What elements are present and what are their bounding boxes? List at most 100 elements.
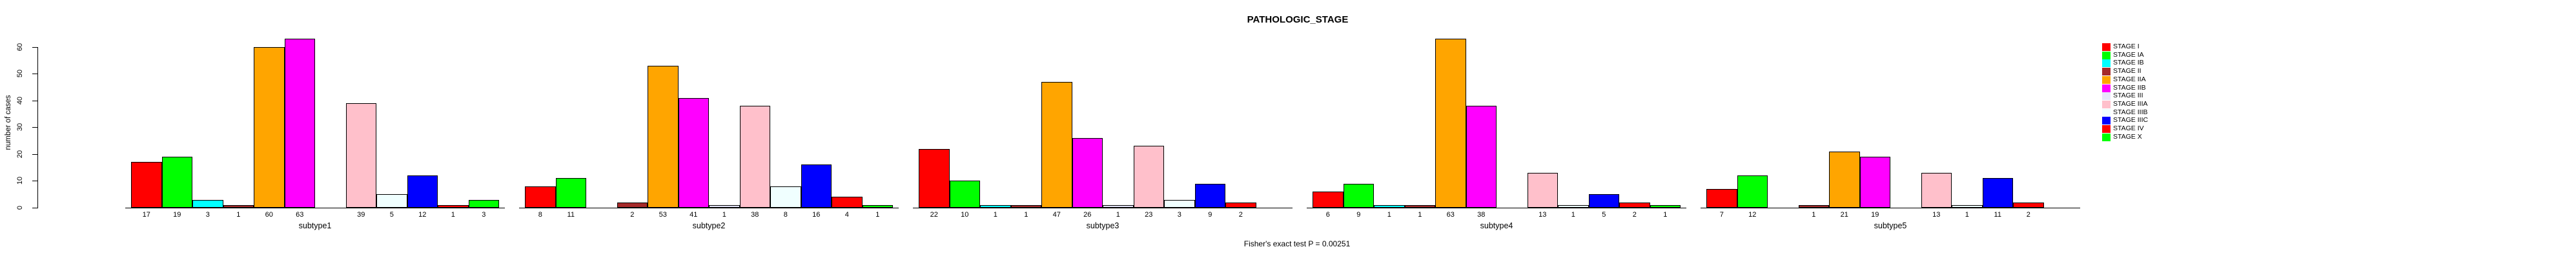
bar-stage-iiia (1133, 146, 1164, 208)
legend-swatch-stage-i (2102, 43, 2111, 51)
panel-subtype4: 6 9 1 1 63 38 13 1 5 2 1 subtype4 (1307, 0, 1686, 258)
bar-value-label: 2 (1238, 211, 1243, 219)
legend-swatch-stage-ib (2102, 59, 2111, 68)
y-tick-label: 50 (16, 69, 24, 78)
bar-value-label: 17 (142, 211, 150, 219)
bar-stage-iiib (376, 194, 407, 208)
bar-value-label: 21 (1840, 211, 1848, 219)
bar-value-label: 11 (1994, 211, 2001, 219)
bar-stage-iiia (1921, 173, 1952, 208)
bar-value-label: 13 (1932, 211, 1941, 219)
bar-stage-iib (284, 39, 315, 208)
bar-stage-iiic (1194, 184, 1225, 208)
legend-label-stage-ib: STAGE IB (2113, 59, 2144, 67)
chart-title: PATHOLOGIC_STAGE (1247, 14, 1349, 25)
panel-subtype3: 22 10 1 1 47 26 1 23 3 9 2 subtype3 (913, 0, 1293, 258)
bar-stage-ia (949, 181, 980, 208)
y-tick-label: 0 (16, 205, 24, 210)
bar-value-label: 9 (1356, 211, 1361, 219)
bar-stage-iv (438, 205, 469, 208)
group-label-subtype5: subtype5 (1874, 221, 1907, 230)
group-label-subtype1: subtype1 (298, 221, 332, 230)
bar-stage-ii (1798, 205, 1829, 208)
legend-swatch-stage-iii (2102, 92, 2111, 101)
bar-value-label: 2 (630, 211, 635, 219)
bar-stage-iiib (1558, 205, 1589, 208)
bar-stage-ia (1737, 175, 1768, 208)
bar-stage-iv (1619, 203, 1650, 208)
bar-stage-iiic (801, 164, 832, 208)
legend-label-stage-iiib: STAGE IIIB (2113, 108, 2148, 116)
bar-stage-i (131, 162, 162, 208)
bar-value-label: 12 (1748, 211, 1757, 219)
bar-stage-iiic (1588, 194, 1619, 208)
bar-value-label: 8 (783, 211, 788, 219)
bar-value-label: 16 (812, 211, 821, 219)
legend-label-stage-iib: STAGE IIB (2113, 83, 2146, 92)
legend-swatch-stage-iiic (2102, 117, 2111, 125)
bar-value-label: 1 (1663, 211, 1668, 219)
bar-stage-ii (617, 203, 648, 208)
bar-stage-iv (832, 197, 863, 208)
bar-value-label: 6 (1325, 211, 1330, 219)
bar-value-label: 3 (205, 211, 210, 219)
panel-subtype2: 8 11 2 53 41 1 38 8 16 4 1 subtype2 (519, 0, 899, 258)
bar-value-label: 1 (1116, 211, 1120, 219)
bar-stage-iiia (1527, 173, 1558, 208)
bar-stage-iib (1466, 106, 1497, 208)
bar-value-label: 1 (1571, 211, 1575, 219)
bar-value-label: 53 (659, 211, 667, 219)
panel-subtype5: 7 12 1 21 19 13 1 11 2 subtype5 (1701, 0, 2080, 258)
bar-value-label: 11 (567, 211, 575, 219)
bar-stage-iiic (1982, 178, 2013, 208)
bar-value-label: 39 (357, 211, 365, 219)
bar-value-label: 19 (1871, 211, 1879, 219)
legend-label-stage-x: STAGE X (2113, 132, 2142, 141)
bar-value-label: 2 (1632, 211, 1637, 219)
legend-label-stage-iiia: STAGE IIIA (2113, 99, 2148, 108)
bar-value-label: 7 (1719, 211, 1724, 219)
bar-stage-iiia (345, 103, 376, 208)
legend-swatch-stage-ia (2102, 51, 2111, 59)
bar-stage-ib (980, 205, 1011, 208)
bar-value-label: 1 (1024, 211, 1028, 219)
bar-stage-iiic (407, 175, 438, 208)
bar-value-label: 3 (1177, 211, 1181, 219)
bar-stage-ii (1404, 205, 1435, 208)
bar-value-label: 10 (961, 211, 969, 219)
legend-label-stage-iia: STAGE IIA (2113, 75, 2146, 83)
y-tick-mark (32, 46, 37, 48)
bar-stage-ii (1010, 205, 1041, 208)
legend-label-stage-iii: STAGE III (2113, 92, 2143, 100)
bar-value-label: 9 (1208, 211, 1212, 219)
legend-label-stage-iiic: STAGE IIIC (2113, 116, 2149, 124)
bar-value-label: 63 (1446, 211, 1455, 219)
bar-value-label: 38 (1477, 211, 1486, 219)
bar-value-label: 47 (1052, 211, 1061, 219)
bar-value-label: 1 (722, 211, 726, 219)
bar-value-label: 1 (993, 211, 997, 219)
bar-value-label: 4 (844, 211, 849, 219)
bar-value-label: 3 (482, 211, 486, 219)
bar-value-label: 1 (236, 211, 241, 219)
bar-value-label: 38 (751, 211, 759, 219)
bar-stage-i (525, 186, 556, 208)
bar-value-label: 8 (538, 211, 542, 219)
legend-swatch-stage-x (2102, 133, 2111, 141)
bar-value-label: 5 (389, 211, 394, 219)
bar-stage-x (1650, 205, 1681, 208)
legend-swatch-stage-iia (2102, 75, 2111, 84)
y-axis-line (37, 47, 38, 208)
bar-stage-iiib (770, 186, 801, 208)
legend-label-stage-ia: STAGE IA (2113, 50, 2144, 59)
legend-swatch-stage-iib (2102, 84, 2111, 92)
bar-value-label: 13 (1538, 211, 1547, 219)
bar-stage-iii (1103, 205, 1134, 208)
bar-stage-iv (1225, 203, 1256, 208)
legend-swatch-stage-ii (2102, 68, 2111, 76)
bar-value-label: 1 (1418, 211, 1422, 219)
bar-value-label: 1 (1387, 211, 1391, 219)
bar-stage-iia (1435, 39, 1466, 208)
bar-value-label: 2 (2026, 211, 2030, 219)
y-tick-label: 60 (16, 43, 24, 51)
